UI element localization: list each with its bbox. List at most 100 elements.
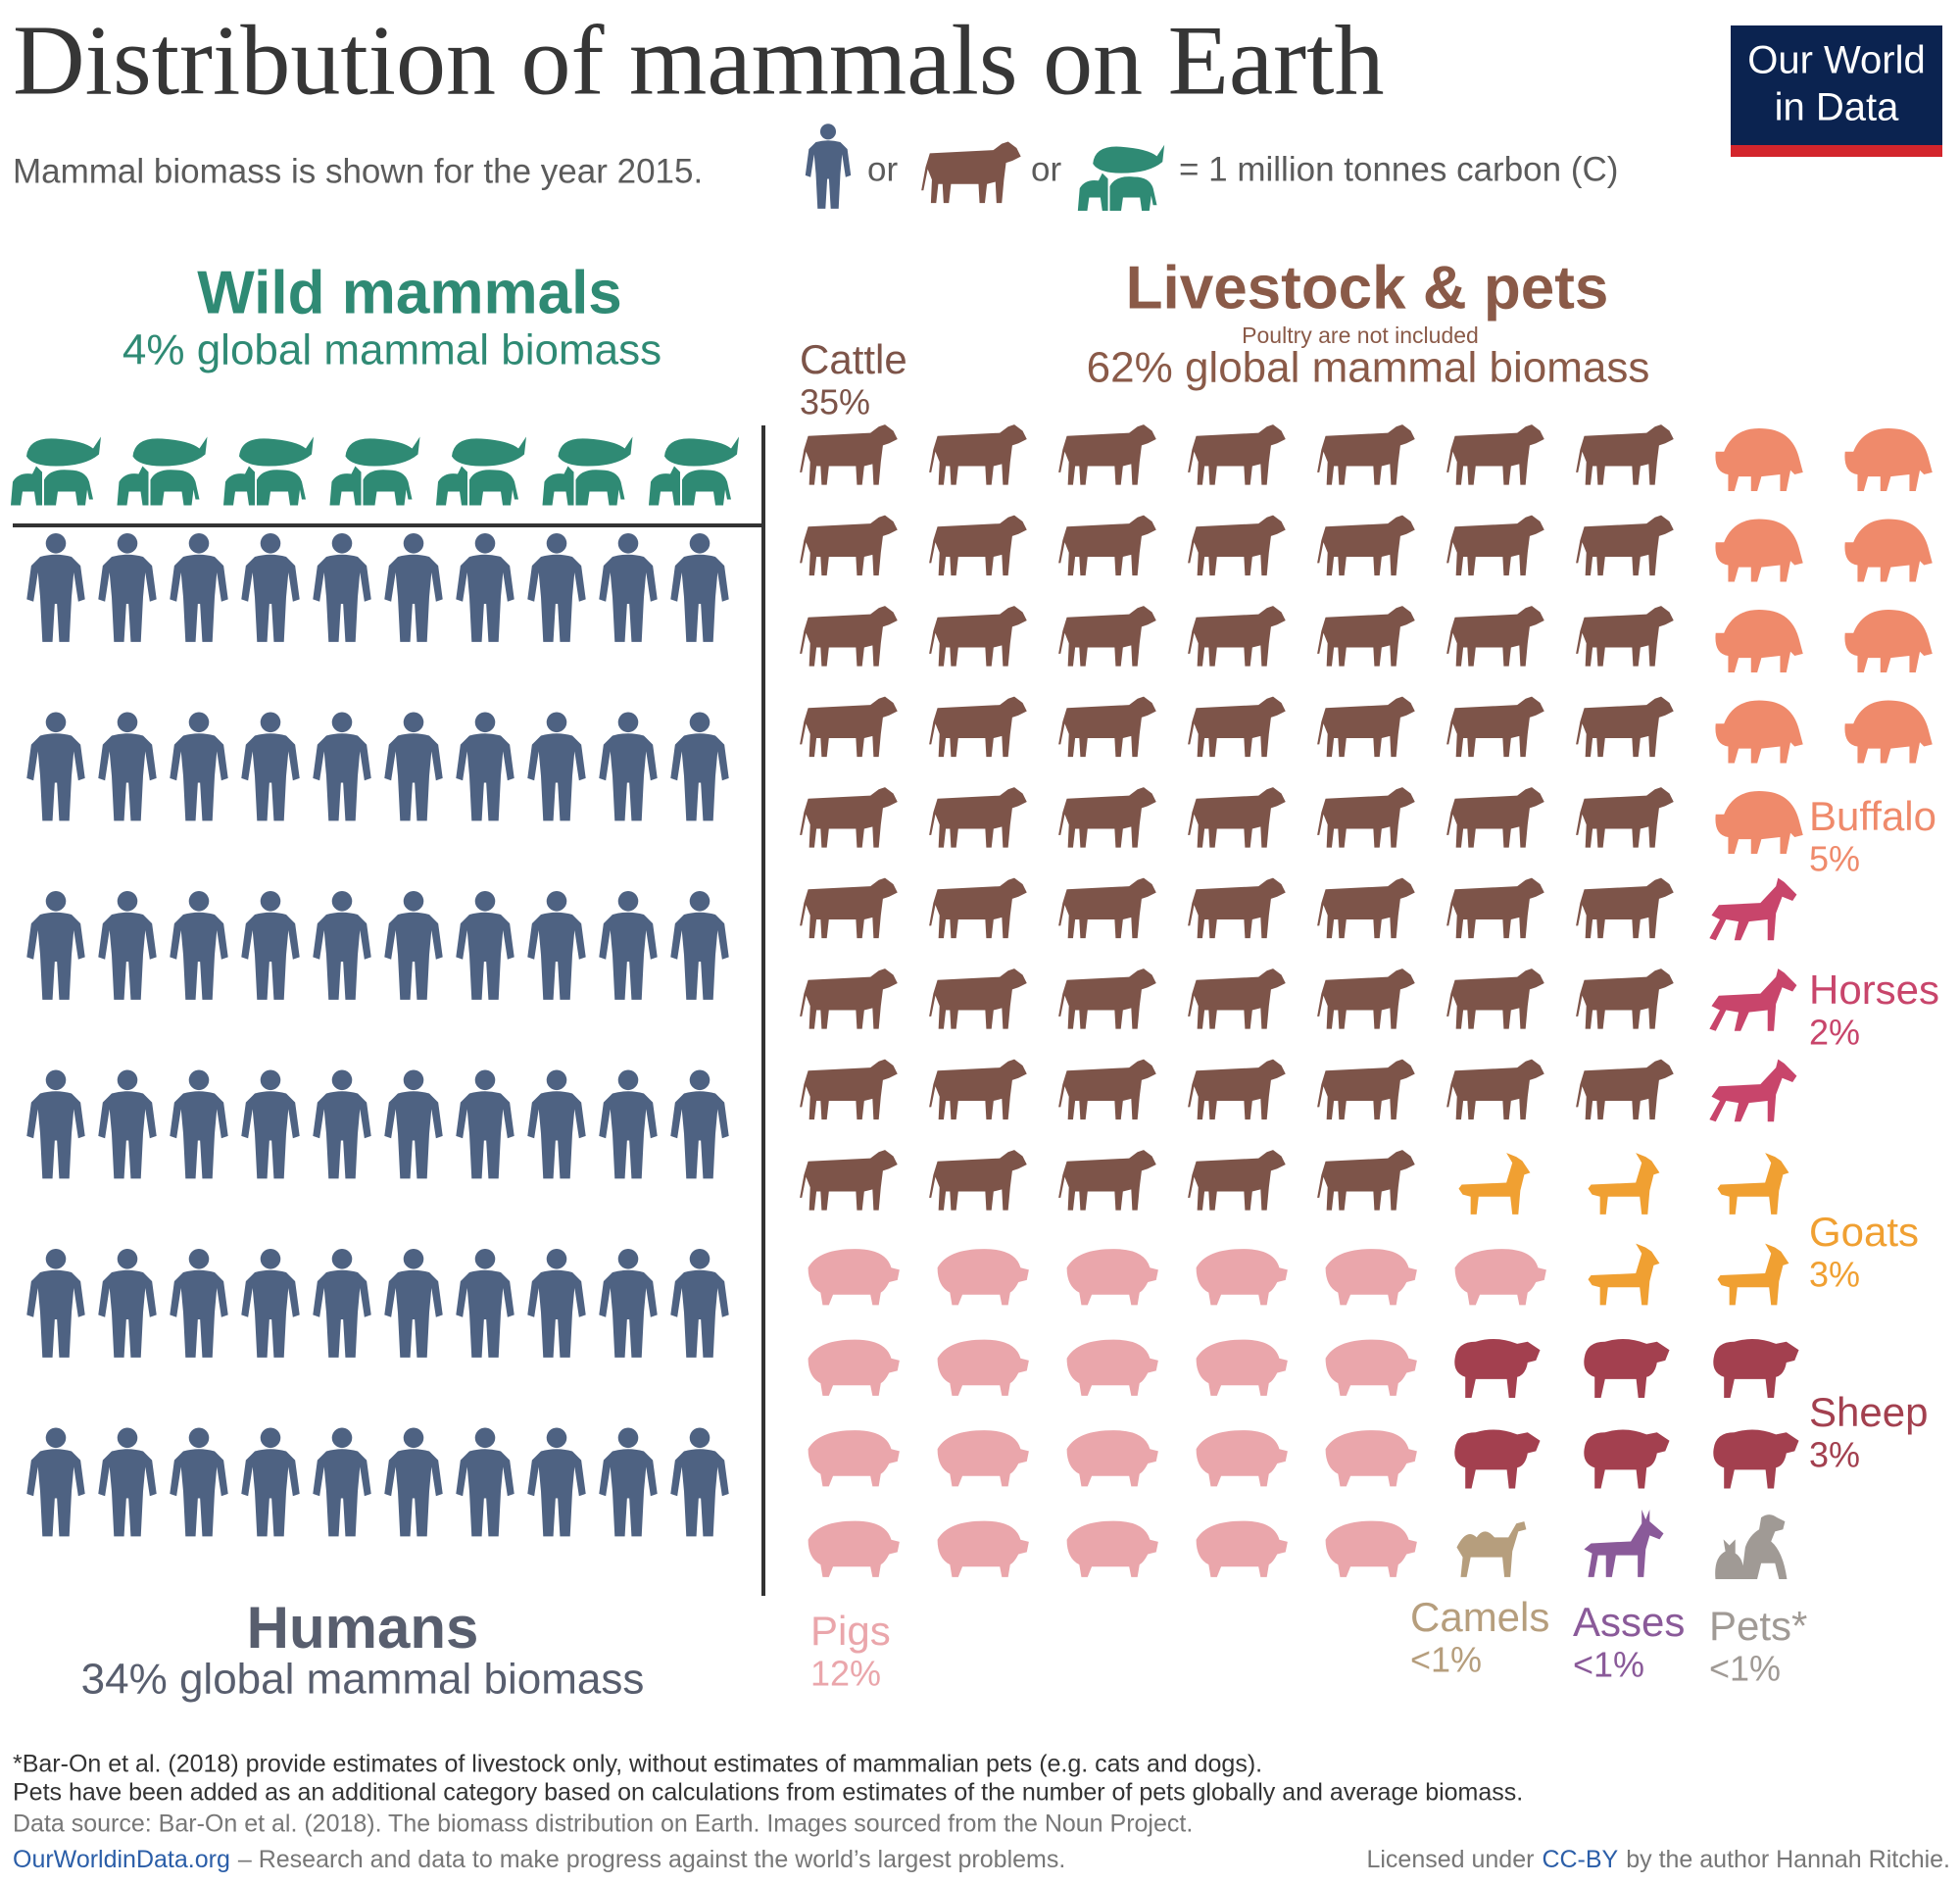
icon <box>1576 424 1674 485</box>
icon <box>26 533 85 642</box>
icon <box>98 1249 157 1358</box>
icon <box>599 533 658 642</box>
icon <box>1066 1249 1158 1306</box>
site-link[interactable]: OurWorldinData.org <box>13 1846 230 1873</box>
icon <box>808 1249 900 1306</box>
tagline: – Research and data to make progress aga… <box>238 1846 1065 1873</box>
icon <box>1188 877 1286 939</box>
group-share: 3% <box>1809 1255 1860 1295</box>
subtitle-or: or <box>1031 150 1061 188</box>
icon <box>170 1427 228 1537</box>
icon <box>1584 1339 1670 1398</box>
source: Data source: Bar-On et al. (2018). The b… <box>13 1811 1193 1838</box>
icon <box>26 712 85 821</box>
icon <box>1709 877 1797 941</box>
icon <box>800 515 898 576</box>
icon <box>929 696 1027 758</box>
icon <box>1188 696 1286 758</box>
icon <box>329 436 420 506</box>
icon <box>800 877 898 939</box>
license-link[interactable]: CC-BY <box>1542 1846 1618 1873</box>
icon <box>800 1059 898 1120</box>
icon <box>670 1427 729 1537</box>
icon <box>1317 1150 1415 1211</box>
group-label: Goats <box>1809 1209 1919 1255</box>
group-label: Pigs <box>810 1608 891 1654</box>
icon <box>929 1059 1027 1120</box>
icon <box>170 891 228 1000</box>
icon <box>527 1427 586 1537</box>
icon <box>1584 1510 1664 1577</box>
icon <box>1058 1059 1156 1120</box>
icon <box>1196 1430 1288 1487</box>
icon <box>1576 696 1674 758</box>
icon <box>1715 791 1803 854</box>
icon <box>599 1249 658 1358</box>
icon <box>1456 1521 1527 1577</box>
legend-icon-human <box>805 124 852 209</box>
license-text: by the author Hannah Ritchie. <box>1626 1846 1950 1873</box>
license-text: Licensed under <box>1366 1846 1534 1873</box>
icon <box>1188 787 1286 848</box>
icon <box>11 436 101 506</box>
icon <box>1317 606 1415 667</box>
icon <box>436 436 526 506</box>
icon <box>241 891 300 1000</box>
icon <box>527 1249 586 1358</box>
icon <box>1317 1059 1415 1120</box>
icon <box>1576 1059 1674 1120</box>
icon <box>937 1520 1029 1577</box>
icon <box>1188 606 1286 667</box>
icon <box>384 533 443 642</box>
icon <box>384 1427 443 1537</box>
icon <box>599 1069 658 1179</box>
icon <box>929 968 1027 1029</box>
icon <box>1713 1339 1799 1398</box>
icon <box>1066 1520 1158 1577</box>
icon <box>800 606 898 667</box>
icon <box>1058 606 1156 667</box>
icon <box>1446 787 1544 848</box>
icon <box>1325 1430 1417 1487</box>
icon <box>670 1069 729 1179</box>
icon <box>1188 1150 1286 1211</box>
icon <box>170 1069 228 1179</box>
icon <box>1576 515 1674 576</box>
livestock-note: Poultry are not included <box>1242 322 1479 348</box>
icon <box>26 1249 85 1358</box>
icon <box>1576 968 1674 1029</box>
icon <box>1709 968 1797 1031</box>
icon <box>599 1427 658 1537</box>
icon <box>1717 1243 1789 1306</box>
icon <box>1844 610 1933 672</box>
icon <box>1715 428 1803 491</box>
icon <box>1066 1430 1158 1487</box>
icon <box>1317 968 1415 1029</box>
icon <box>670 891 729 1000</box>
icon <box>1576 877 1674 939</box>
icon <box>808 1339 900 1396</box>
icon <box>26 1427 85 1537</box>
icon <box>800 787 898 848</box>
icon <box>98 1069 157 1179</box>
livestock-share: 62% global mammal biomass <box>1087 344 1650 392</box>
icon <box>1188 515 1286 576</box>
icon <box>1454 1249 1546 1306</box>
icon <box>241 533 300 642</box>
wild-title: Wild mammals <box>197 259 622 326</box>
group-label: Horses <box>1809 967 1939 1013</box>
icon <box>1058 515 1156 576</box>
icon <box>1709 1059 1797 1122</box>
icon <box>800 696 898 758</box>
icon <box>313 1249 371 1358</box>
icon <box>1715 700 1803 764</box>
icon <box>1188 424 1286 485</box>
icon <box>1446 1059 1544 1120</box>
icon <box>1446 968 1544 1029</box>
icon <box>527 1069 586 1179</box>
icon <box>456 1069 514 1179</box>
icon <box>1454 1429 1541 1489</box>
footnote: *Bar-On et al. (2018) provide estimates … <box>13 1751 1262 1778</box>
